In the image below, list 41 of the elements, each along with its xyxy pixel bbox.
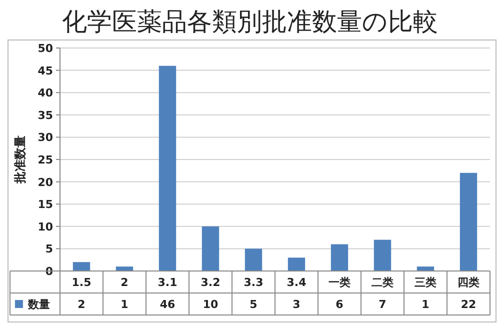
bar (244, 248, 262, 271)
data-label: 1 (120, 298, 128, 311)
x-tick-label: 3.2 (200, 276, 220, 289)
y-tick-label: 20 (38, 176, 54, 189)
x-tick-label: 2 (120, 276, 128, 289)
bar (330, 244, 348, 271)
data-label: 2 (78, 298, 86, 311)
bar (72, 262, 90, 271)
y-tick-label: 35 (38, 108, 53, 122)
y-tick-label: 40 (38, 86, 54, 100)
x-tick-label: 3.1 (158, 276, 178, 289)
y-axis-title: 批准数量 (13, 136, 27, 184)
bar (158, 66, 176, 271)
y-tick-label: 50 (38, 42, 54, 55)
x-tick-label: 1.5 (72, 276, 92, 289)
x-tick-label: 3.4 (286, 276, 307, 289)
data-label: 5 (250, 298, 258, 311)
data-label: 10 (202, 298, 218, 311)
y-tick-label: 10 (38, 220, 54, 234)
x-tick-label: 三类 (414, 276, 436, 289)
legend-label: 数量 (27, 298, 50, 311)
data-label: 46 (160, 298, 176, 311)
x-tick-label: 四类 (458, 276, 480, 289)
bar (288, 258, 306, 271)
data-label: 22 (460, 298, 476, 311)
y-tick-label: 45 (38, 64, 53, 78)
data-label: 3 (292, 298, 300, 311)
y-tick-label: 15 (38, 198, 53, 212)
bar (202, 226, 220, 271)
data-label: 1 (422, 298, 430, 311)
y-tick-label: 30 (38, 131, 54, 144)
data-label: 7 (378, 298, 386, 311)
bar (374, 240, 392, 271)
x-tick-label: 一类 (328, 276, 350, 289)
data-label: 6 (336, 298, 344, 311)
bar (460, 172, 478, 271)
y-tick-label: 25 (38, 154, 53, 166)
x-tick-label: 二类 (372, 276, 394, 289)
chart-title: 化学医薬品各類別批准数量の比較 (62, 7, 438, 36)
x-tick-label: 3.3 (244, 276, 264, 289)
y-tick-label: 5 (45, 242, 53, 256)
